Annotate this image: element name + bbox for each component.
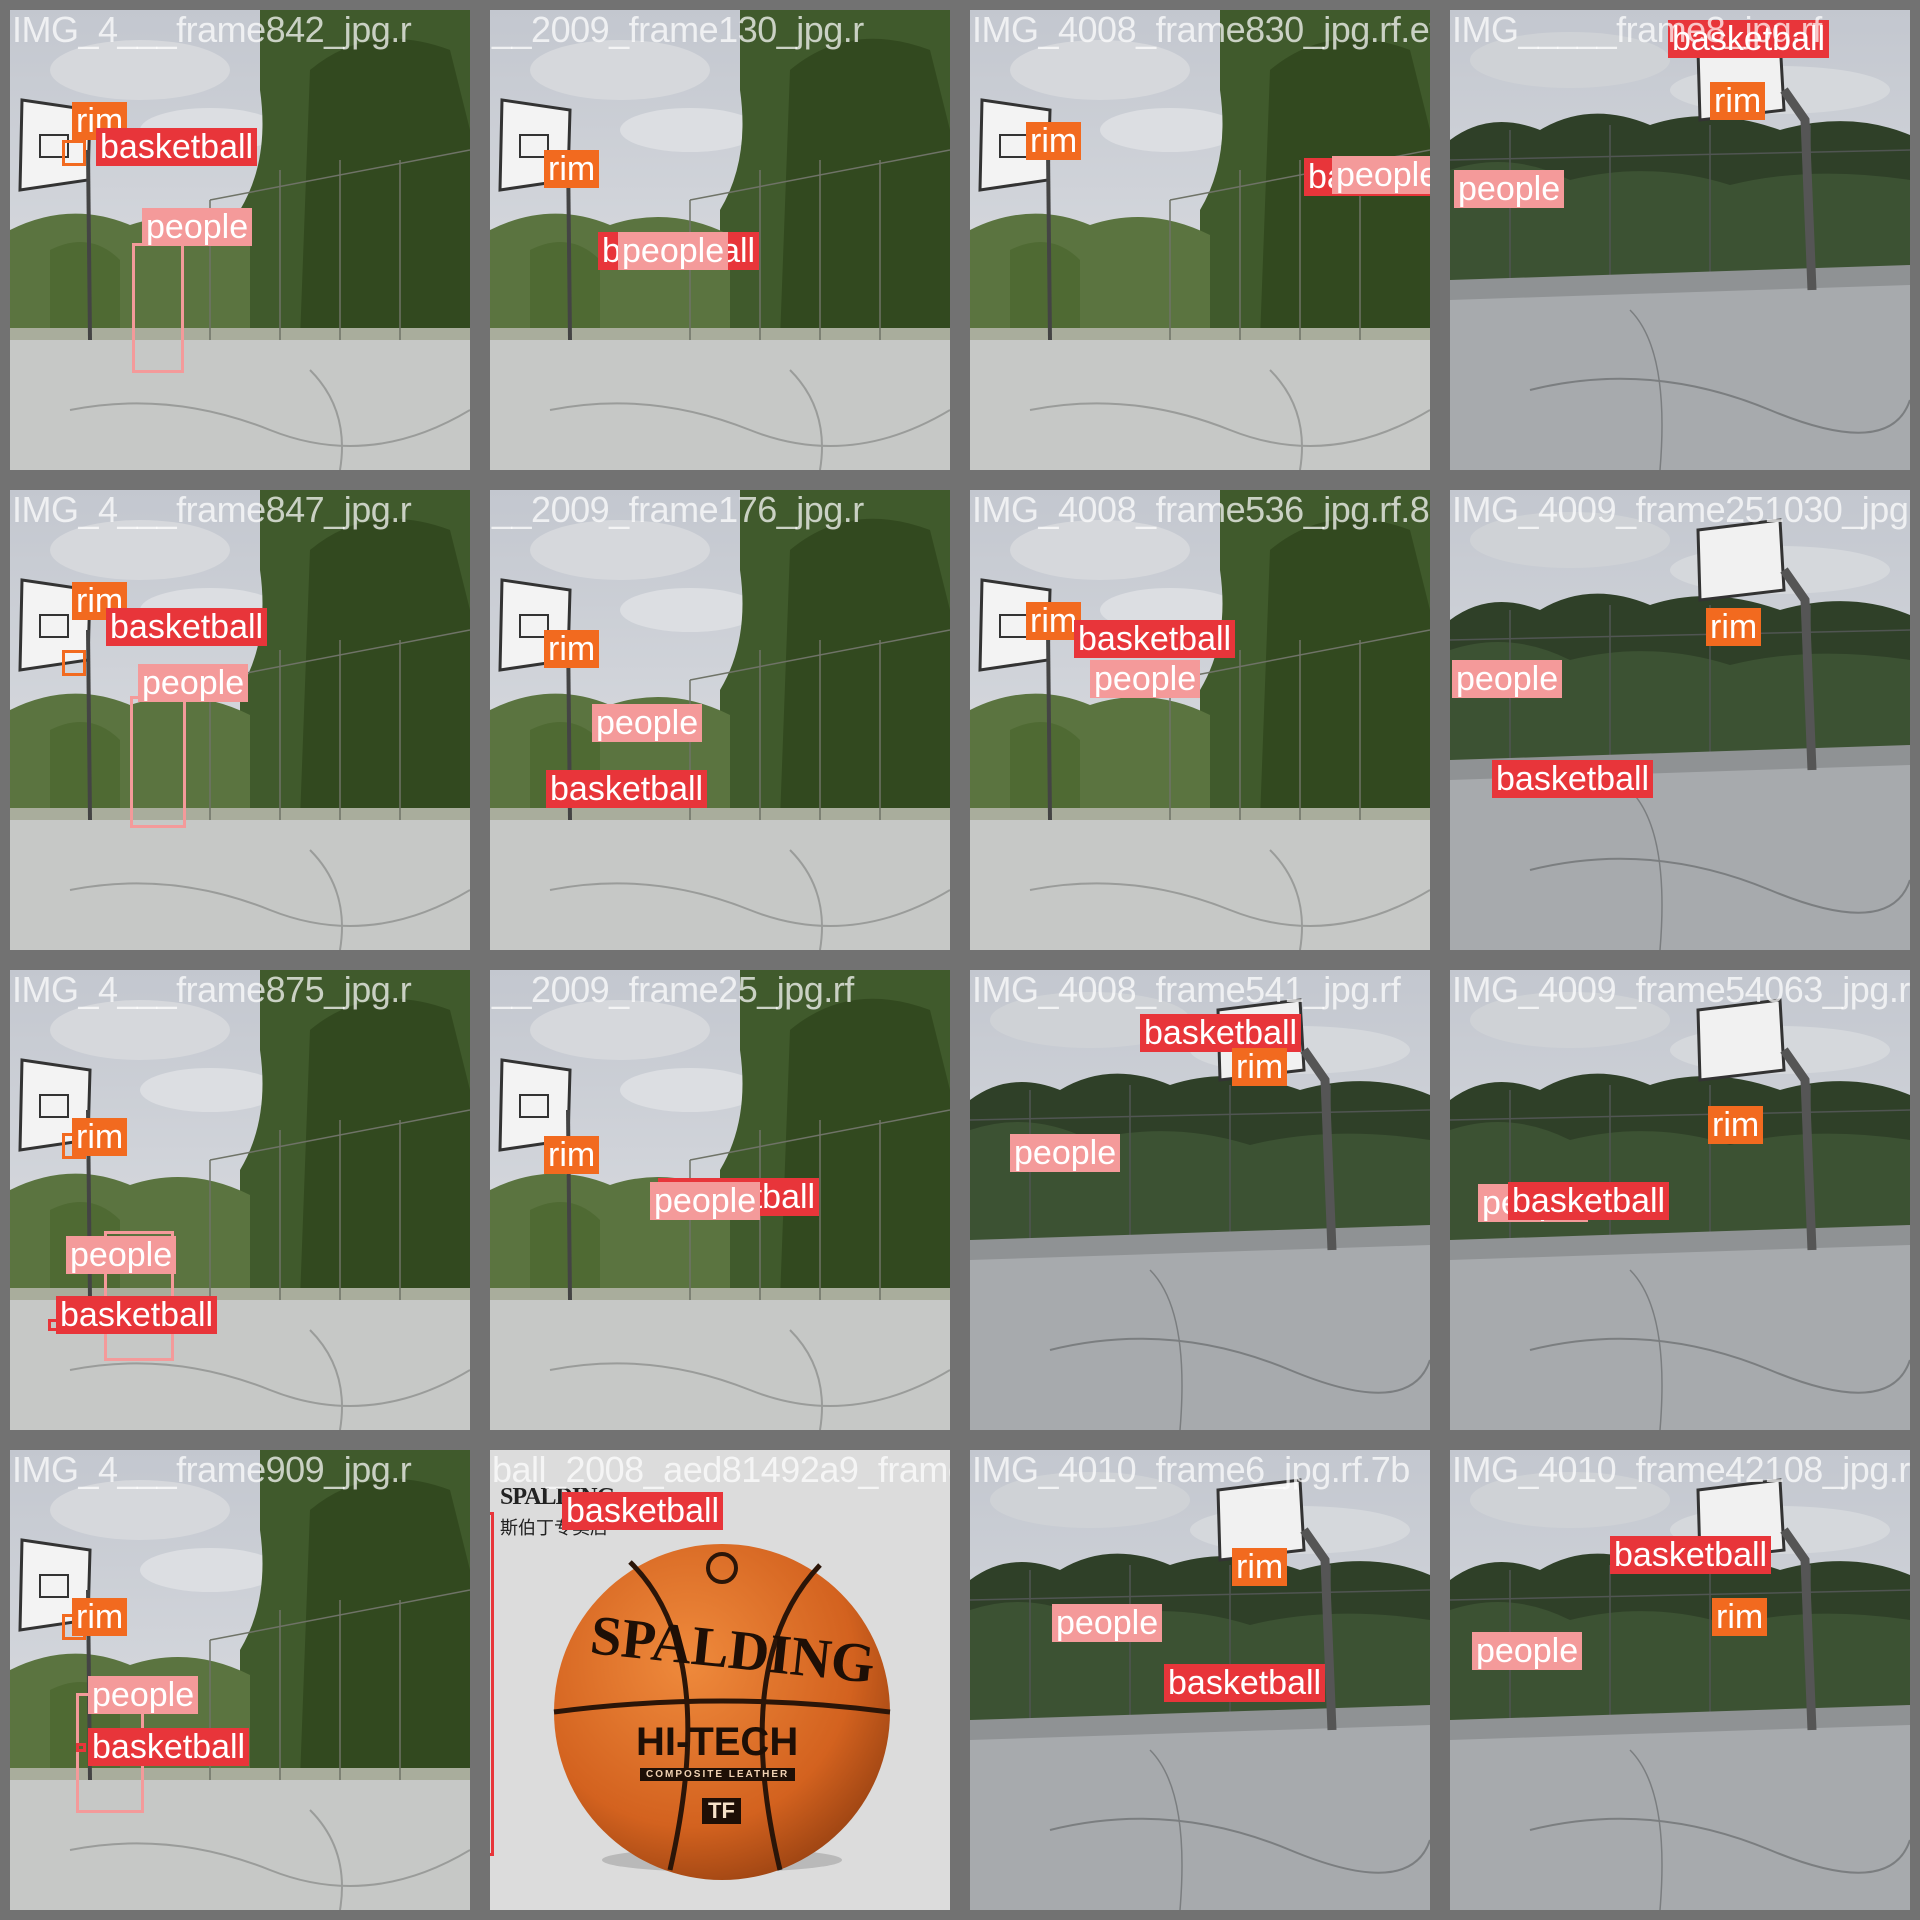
tile-filename: IMG_4010_frame42108_jpg.rf. <box>1452 1450 1910 1490</box>
tile-filename: IMG_4___frame847_jpg.r <box>12 490 412 530</box>
basketball-label: basketball <box>1668 20 1830 58</box>
tile-filename: __2009_frame130_jpg.r <box>492 10 864 50</box>
rim-label: rim <box>1710 82 1766 120</box>
tile-filename: IMG_4010_frame6_jpg.rf.7b <box>972 1450 1410 1490</box>
people-label: people <box>592 704 703 742</box>
people-label: people <box>88 1676 199 1714</box>
people-label: people <box>1090 660 1201 698</box>
people-label: people <box>1452 660 1563 698</box>
rim-label: rim <box>1712 1598 1768 1636</box>
mosaic-tile: SPALDING 斯伯丁专卖店 SPALDING HI-TECH COMPOSITE L… <box>490 1450 950 1910</box>
basketball-label: basketball <box>546 770 708 808</box>
tile-photo <box>10 490 470 950</box>
basketball-label: basketball <box>1508 1182 1670 1220</box>
tile-photo <box>970 10 1430 470</box>
mosaic-tile: IMG_4___frame842_jpg.r rim basketball peopl… <box>10 10 470 470</box>
tile-filename: IMG_4008_frame830_jpg.rf.ef <box>972 10 1430 50</box>
tile-filename: IMG_4009_frame251030_jpg.rf. <box>1452 490 1910 530</box>
rim-label: rim <box>1708 1106 1764 1144</box>
ball-logo: TF <box>702 1798 741 1824</box>
rim-label: rim <box>1706 608 1762 646</box>
people-label: people <box>618 232 729 270</box>
mosaic-tile: IMG_4008_frame541_jpg.rf basketball rim peo… <box>970 970 1430 1430</box>
tile-photo <box>10 1450 470 1910</box>
people-bbox <box>130 696 186 828</box>
rim-label: rim <box>544 150 600 188</box>
people-label: people <box>1332 156 1430 194</box>
people-label: people <box>1052 1604 1163 1642</box>
rim-bbox <box>62 650 86 676</box>
ball-model: HI-TECH <box>636 1720 799 1764</box>
tile-filename: IMG_____frame8_jpg.rf <box>1452 10 1822 50</box>
tile-filename: IMG_4___frame909_jpg.r <box>12 1450 412 1490</box>
tile-photo <box>1450 490 1910 950</box>
people-label: people <box>142 208 253 246</box>
rim-label: rim <box>72 582 128 620</box>
people-label: people <box>1472 1632 1583 1670</box>
tile-photo <box>10 970 470 1430</box>
rim-bbox <box>62 140 86 166</box>
tile-filename: __2009_frame176_jpg.r <box>492 490 864 530</box>
mosaic-tile: IMG_____frame8_jpg.rf basketball rim people <box>1450 10 1910 470</box>
tile-photo <box>1450 10 1910 470</box>
basketball-label: basketball <box>1164 1664 1326 1702</box>
basketball-label: basketball <box>106 608 268 646</box>
rim-label: rim <box>1232 1048 1288 1086</box>
rim-label: rim <box>544 1136 600 1174</box>
basketball-label: basketball <box>562 1492 724 1530</box>
rim-label: rim <box>72 1598 128 1636</box>
basketball-label: basketball <box>1140 1014 1302 1052</box>
tile-filename: IMG_4009_frame54063_jpg.rf. <box>1452 970 1910 1010</box>
rim-label: rim <box>1026 122 1082 160</box>
rim-label: rim <box>1232 1548 1288 1586</box>
basketball-label: basketball <box>96 128 258 166</box>
rim-label: rim <box>1026 602 1082 640</box>
tile-photo <box>970 490 1430 950</box>
tile-filename: IMG_4___frame875_jpg.r <box>12 970 412 1010</box>
basketball-label: basketball <box>1610 1536 1772 1574</box>
basketball-bbox <box>76 1743 86 1752</box>
ball-sphere <box>554 1544 890 1880</box>
people-label: people <box>138 664 249 702</box>
tile-filename: IMG_4___frame842_jpg.r <box>12 10 412 50</box>
tile-photo <box>490 490 950 950</box>
people-label: people <box>66 1236 177 1274</box>
mosaic-tile: IMG_4009_frame251030_jpg.rf.rim people bas… <box>1450 490 1910 950</box>
tile-filename: IMG_4008_frame541_jpg.rf <box>972 970 1401 1010</box>
basketball-bbox <box>490 1512 494 1856</box>
mosaic-tile: __2009_frame25_jpg.rfrimbasketballpeople <box>490 970 950 1430</box>
tile-filename: ball_2008_aed81492a9_frame6_jpg.rf. <box>492 1450 950 1490</box>
basketball-label: basketball <box>1492 760 1654 798</box>
ball-subtitle: COMPOSITE LEATHER <box>640 1768 796 1781</box>
tile-photo <box>1450 1450 1910 1910</box>
tile-filename: __2009_frame25_jpg.rf <box>492 970 854 1010</box>
mosaic-tile: IMG_4008_frame830_jpg.rf.efrimbasketball… <box>970 10 1430 470</box>
tile-filename: IMG_4008_frame536_jpg.rf.82 <box>972 490 1430 530</box>
people-bbox <box>132 243 184 373</box>
mosaic-tile: IMG_4009_frame54063_jpg.rf.rimpeoplebask… <box>1450 970 1910 1430</box>
rim-label: rim <box>544 630 600 668</box>
basketball-label: basketball <box>56 1296 218 1334</box>
tile-photo <box>10 10 470 470</box>
people-label: people <box>1010 1134 1121 1172</box>
rim-label: rim <box>72 1118 128 1156</box>
basketball-label: basketball <box>1074 620 1236 658</box>
people-label: people <box>650 1182 761 1220</box>
mosaic-tile: IMG_4010_frame42108_jpg.rf. basketball rim… <box>1450 1450 1910 1910</box>
people-label: people <box>1454 170 1565 208</box>
tile-photo <box>490 10 950 470</box>
basketball-label: basketball <box>88 1728 250 1766</box>
